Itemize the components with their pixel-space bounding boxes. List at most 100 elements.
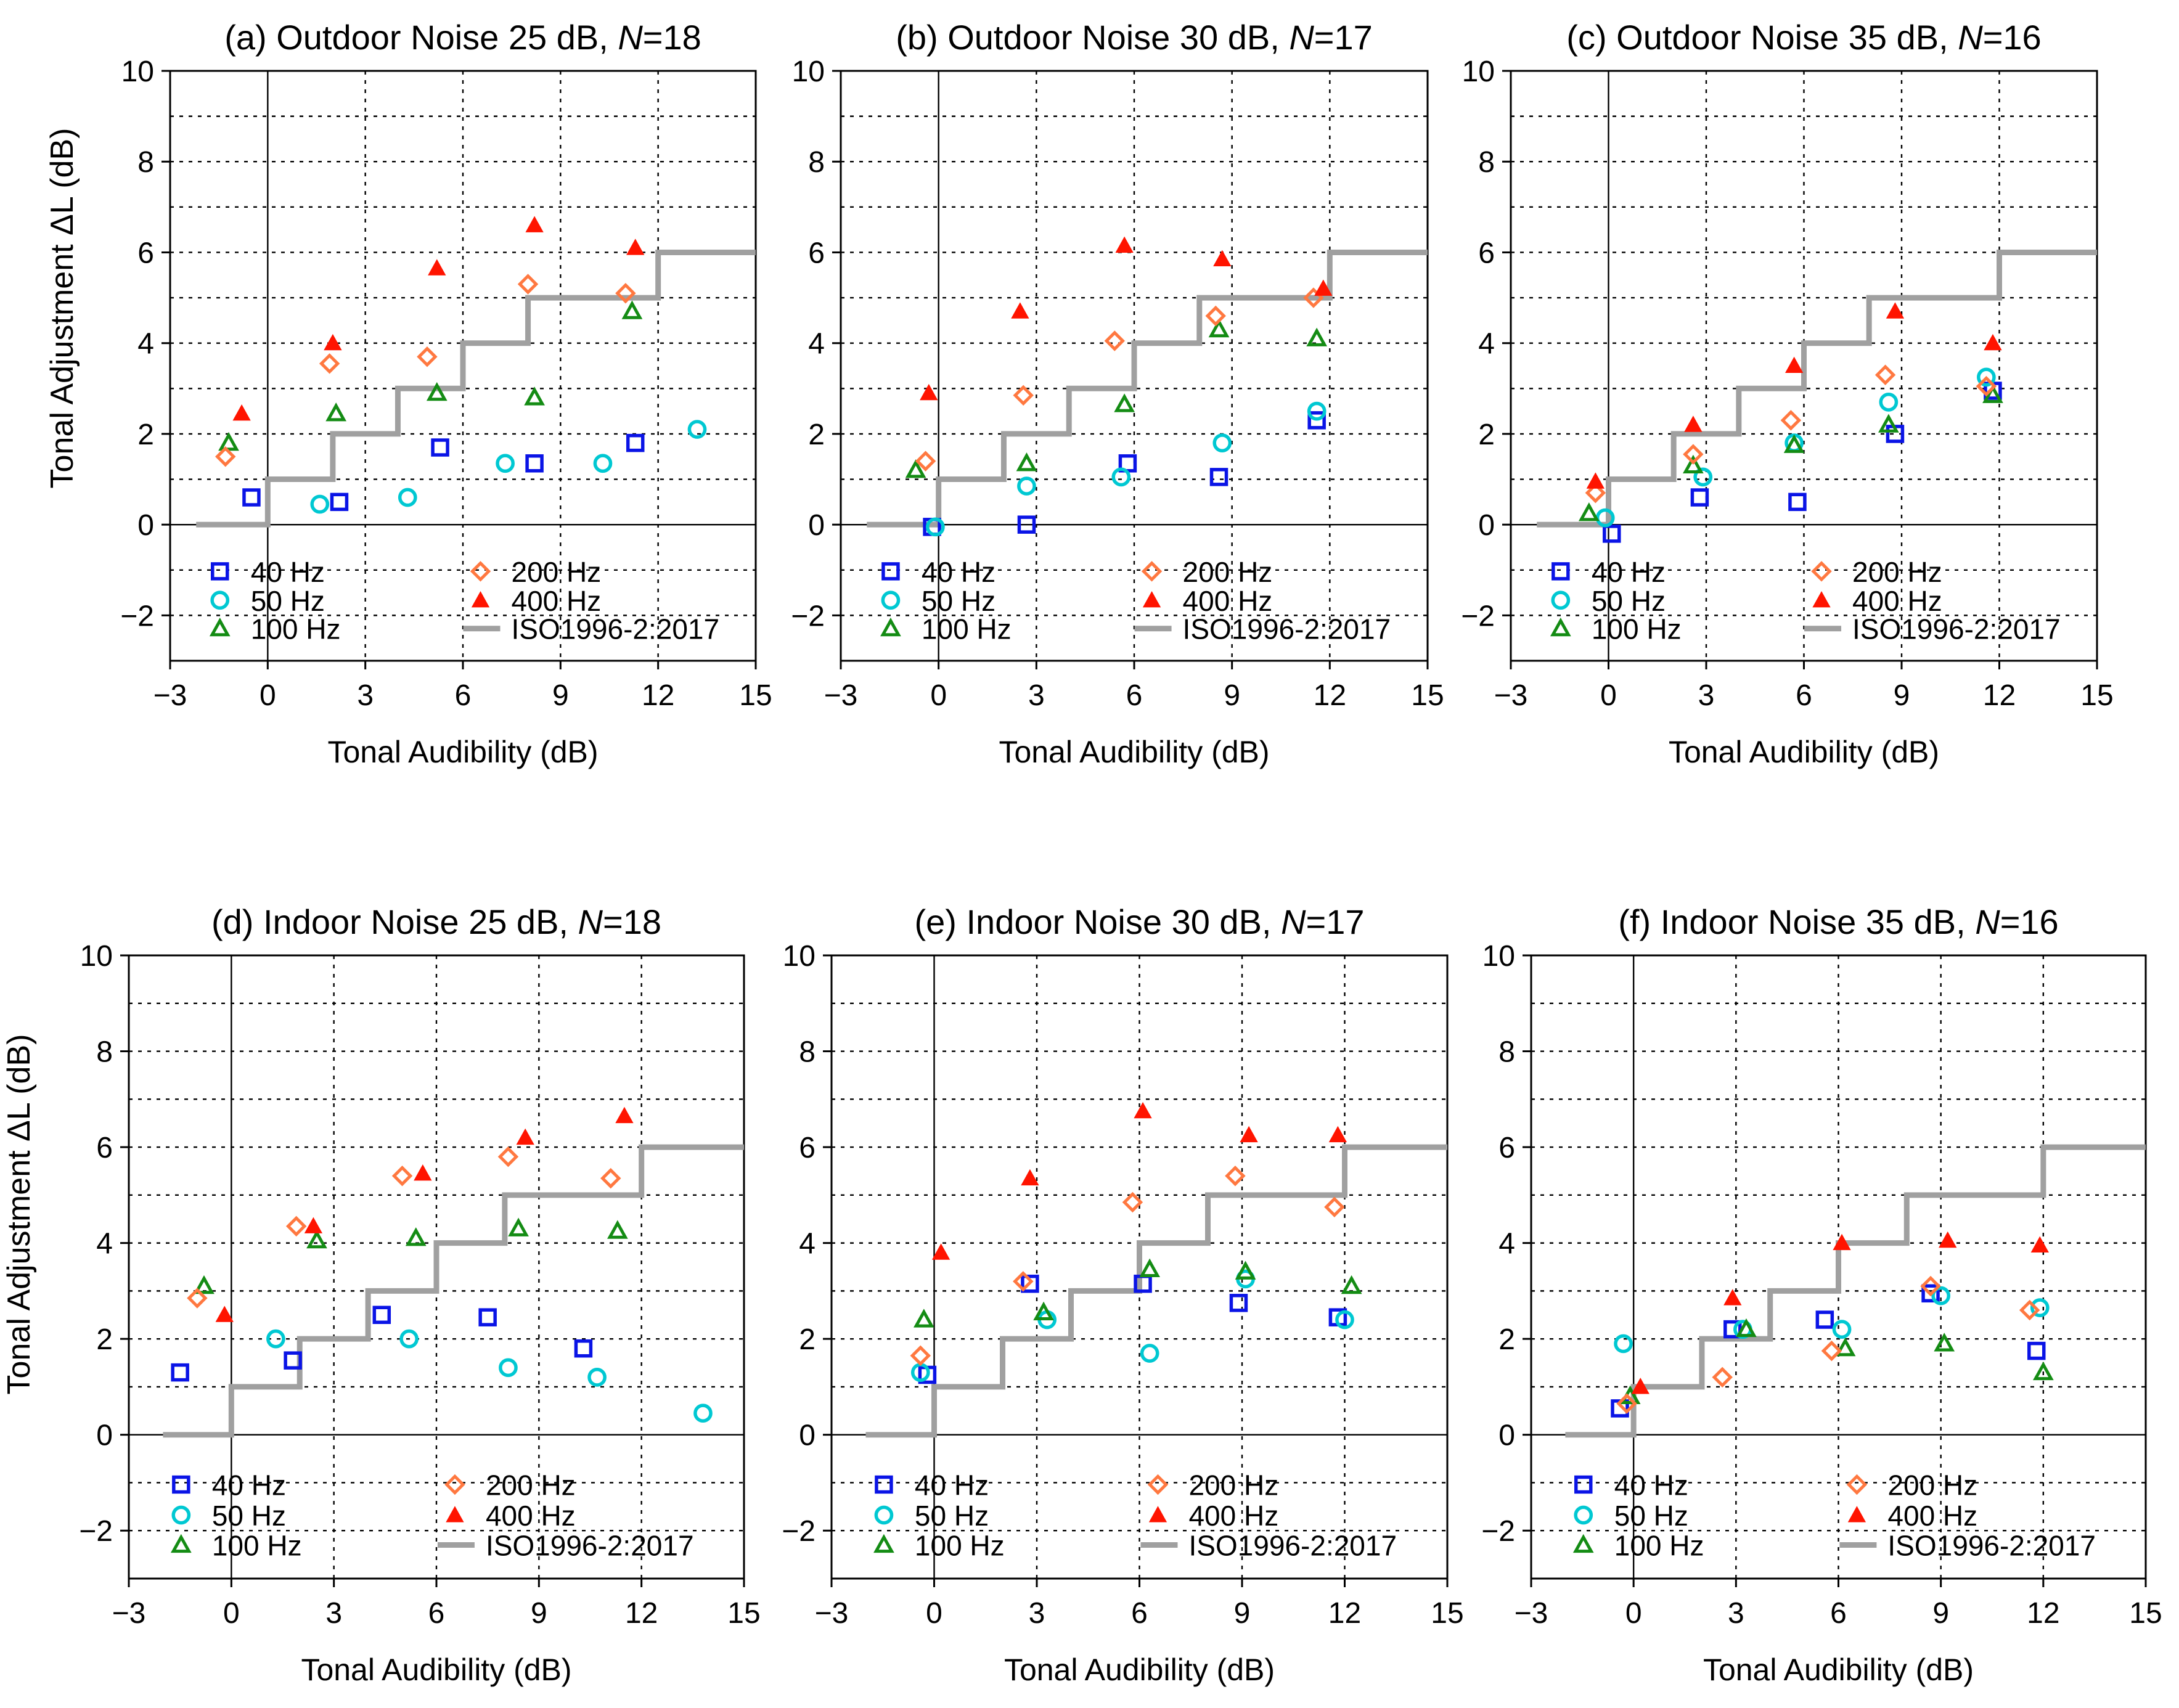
y-tick-label: 4 (96, 1228, 113, 1261)
x-tick-label: −3 (153, 679, 187, 712)
data-point (1306, 327, 1328, 346)
y-tick-label: 8 (137, 146, 154, 179)
data-point (1213, 250, 1232, 267)
series-50-hz (1595, 367, 1996, 528)
series-50-hz (1614, 1286, 2050, 1354)
series-400-hz (1586, 302, 2002, 489)
series-200-hz (187, 1146, 621, 1309)
x-axis-label: Tonal Audibility (dB) (301, 1653, 571, 1687)
data-point (1684, 415, 1703, 432)
data-point (310, 494, 330, 514)
data-point (626, 433, 645, 452)
series-200-hz (215, 274, 636, 467)
data-point (1712, 1367, 1733, 1388)
data-point (1616, 1393, 1637, 1414)
data-point (1780, 410, 1802, 431)
data-point (499, 1358, 518, 1378)
legend-marker (1142, 590, 1161, 608)
legend-label: 400 Hz (512, 585, 602, 617)
data-point (1021, 1274, 1039, 1293)
data-point (1783, 434, 1805, 453)
x-tick-label: −3 (112, 1597, 146, 1630)
series-40-hz (171, 1306, 593, 1382)
data-point (2027, 1341, 2046, 1360)
legend-marker (881, 590, 901, 610)
series-100-hz (194, 1217, 628, 1294)
data-point (1736, 1318, 1757, 1338)
x-tick-label: 9 (1234, 1597, 1251, 1630)
legend-label: 40 Hz (212, 1469, 286, 1501)
y-axis-label-top: Tonal Adjustment ΔL (dB) (44, 128, 80, 489)
data-point (1021, 1169, 1039, 1186)
x-tick-label: 12 (625, 1597, 658, 1630)
data-point (284, 1351, 302, 1370)
series-400-hz (232, 216, 645, 421)
data-point (2030, 1236, 2049, 1253)
y-tick-label: 6 (808, 237, 825, 269)
legend-marker (1147, 1474, 1169, 1495)
data-point (1017, 515, 1036, 534)
data-point (931, 1243, 951, 1260)
y-tick-label: 2 (799, 1323, 816, 1356)
legend-marker (880, 617, 901, 637)
y-tick-label: 6 (1498, 1132, 1515, 1164)
data-point (496, 454, 515, 473)
legend-label: 400 Hz (486, 1500, 576, 1532)
x-tick-label: 6 (455, 679, 472, 712)
y-tick-label: 4 (808, 328, 825, 361)
x-tick-label: 9 (1224, 679, 1240, 712)
legend-marker (1846, 1474, 1868, 1495)
y-tick-label: 8 (799, 1036, 816, 1069)
y-axis-label-bottom: Tonal Adjustment ΔL (dB) (1, 1034, 37, 1395)
x-tick-label: 6 (1126, 679, 1143, 712)
series-100-hz (914, 1258, 1362, 1328)
y-tick-label: 4 (799, 1228, 816, 1261)
data-point (1934, 1333, 1955, 1352)
data-point (1683, 454, 1704, 474)
data-point (1229, 1294, 1248, 1312)
legend-label: 100 Hz (251, 613, 341, 645)
series-400-hz (1631, 1231, 2049, 1394)
y-tick-label: −2 (1481, 1515, 1515, 1548)
legend-label: ISO1996-2:2017 (512, 613, 720, 645)
data-point (171, 1363, 189, 1382)
data-point (1033, 1301, 1054, 1320)
chart-title: (c) Outdoor Noise 35 dB, N=16 (1566, 18, 2041, 57)
y-tick-label: 2 (96, 1323, 113, 1356)
data-point (1585, 482, 1606, 504)
legend-marker (1148, 1506, 1167, 1522)
chart-title: (d) Indoor Noise 25 dB, N=18 (211, 902, 661, 941)
data-point (1205, 305, 1226, 327)
series-200-hz (910, 1166, 1345, 1367)
data-point (266, 1329, 285, 1349)
data-point (1788, 492, 1807, 512)
legend-label: 50 Hz (922, 585, 995, 617)
data-point (687, 420, 707, 439)
iso-reference-line (196, 249, 756, 528)
series-200-hz (915, 287, 1324, 472)
legend-marker (1572, 1534, 1594, 1553)
x-tick-label: 3 (1029, 1597, 1045, 1630)
data-point (1307, 411, 1326, 430)
data-point (1833, 1233, 1851, 1251)
legend-label: ISO1996-2:2017 (1183, 613, 1391, 645)
y-tick-label: 2 (1478, 419, 1495, 451)
data-point (626, 239, 645, 255)
data-point (621, 300, 643, 319)
legend-marker (1574, 1505, 1593, 1525)
chart-title: (e) Indoor Noise 30 dB, N=17 (915, 902, 1365, 941)
legend-label: 40 Hz (1592, 556, 1666, 588)
data-point (914, 1309, 934, 1328)
x-tick-label: 15 (2129, 1597, 2162, 1630)
y-tick-label: −2 (791, 600, 825, 632)
x-tick-label: 15 (739, 679, 772, 712)
y-tick-label: 6 (1478, 237, 1495, 269)
data-point (615, 282, 636, 304)
x-tick-label: 9 (1932, 1597, 1949, 1630)
data-point (1016, 452, 1037, 472)
data-point (516, 1128, 534, 1145)
chart-panel-2: −3 0 3 6 9 12 15 −2 0 2 4 6 8 10 Tonal Audibility (dB)… (791, 18, 1444, 769)
